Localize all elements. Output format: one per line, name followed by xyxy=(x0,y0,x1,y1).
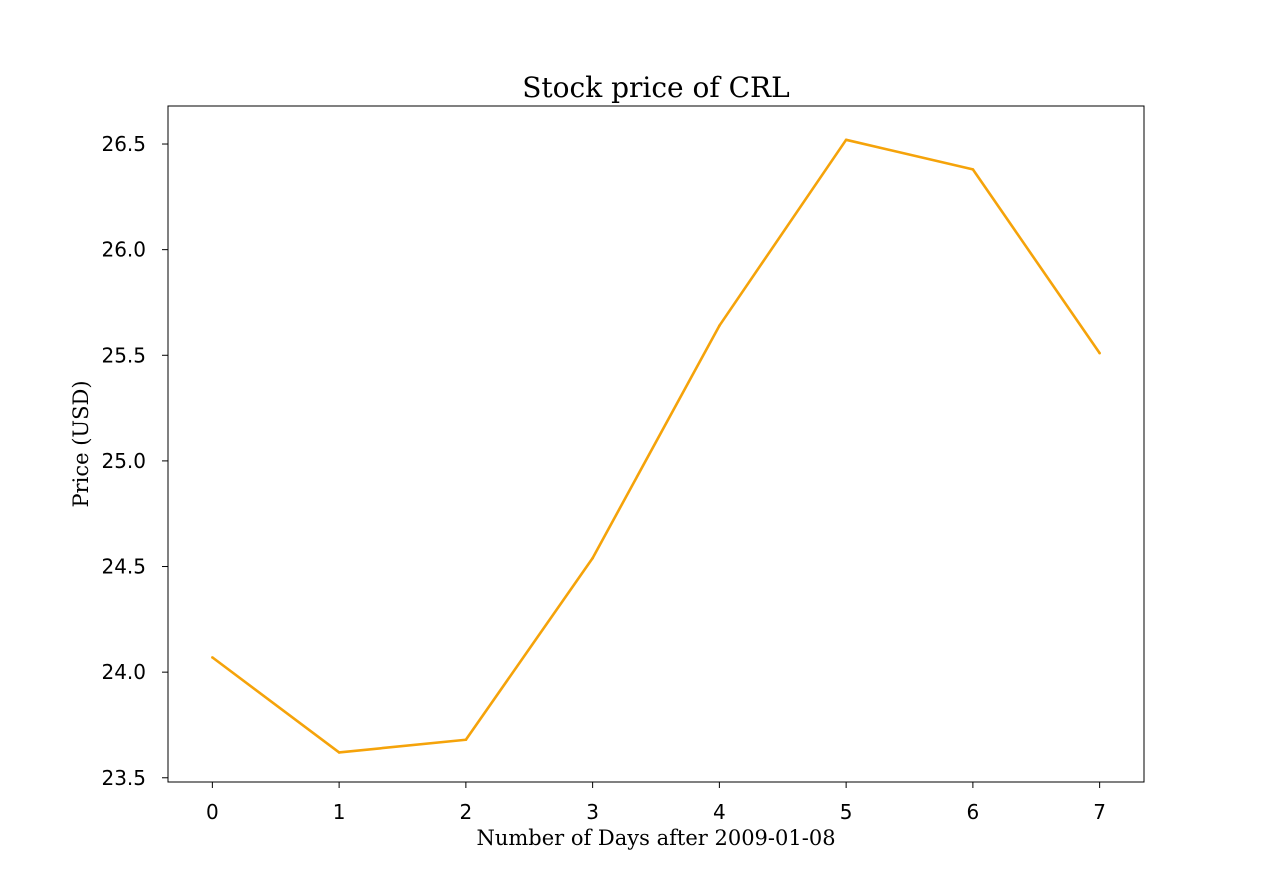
x-tick-label: 5 xyxy=(840,800,853,824)
x-tick-label: 2 xyxy=(460,800,473,824)
y-tick-label: 24.5 xyxy=(101,555,146,579)
x-tick-label: 7 xyxy=(1093,800,1106,824)
y-tick-label: 23.5 xyxy=(101,766,146,790)
series-line xyxy=(211,138,1101,754)
y-axis-label: Price (USD) xyxy=(69,380,93,507)
data-point xyxy=(211,656,214,659)
x-tick-label: 6 xyxy=(967,800,980,824)
x-tick-label: 4 xyxy=(713,800,726,824)
x-tick-label: 3 xyxy=(586,800,599,824)
x-tick-label: 1 xyxy=(333,800,346,824)
y-tick-label: 26.0 xyxy=(101,238,146,262)
y-tick-label: 25.5 xyxy=(101,343,146,367)
data-point xyxy=(1098,351,1101,355)
y-axis-ticks: 23.5 24.0 24.5 25.0 25.5 26.0 26.5 xyxy=(101,132,168,790)
chart-title: Stock price of CRL xyxy=(522,71,789,104)
x-tick-label: 0 xyxy=(206,800,219,824)
y-tick-label: 26.5 xyxy=(101,132,146,156)
data-point xyxy=(718,324,721,328)
data-point xyxy=(591,556,594,560)
x-axis-label: Number of Days after 2009-01-08 xyxy=(476,826,835,850)
y-tick-label: 25.0 xyxy=(101,449,146,473)
data-point xyxy=(464,738,468,742)
y-tick-label: 24.0 xyxy=(101,660,146,684)
series-group xyxy=(211,138,1101,754)
data-point xyxy=(844,138,848,142)
x-axis-ticks: 0 1 2 3 4 5 6 7 xyxy=(206,782,1106,824)
data-point xyxy=(971,168,975,171)
data-point xyxy=(337,751,341,754)
